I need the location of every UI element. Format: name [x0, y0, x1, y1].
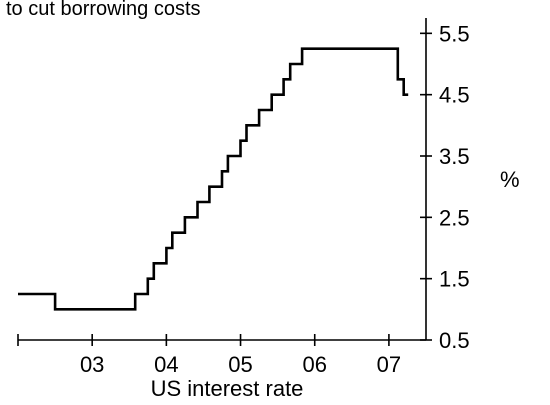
y-tick-label: 2.5: [439, 205, 470, 230]
x-axis-title: US interest rate: [151, 376, 304, 401]
y-tick-label: 3.5: [439, 144, 470, 169]
x-tick-label: 07: [377, 352, 401, 377]
y-tick-label: 4.5: [439, 83, 470, 108]
x-tick-label: 03: [80, 352, 104, 377]
chart-title: to cut borrowing costs: [6, 0, 201, 20]
x-tick-label: 04: [154, 352, 178, 377]
y-tick-label: 0.5: [439, 328, 470, 353]
y-axis-title: %: [500, 167, 520, 192]
y-tick-label: 1.5: [439, 267, 470, 292]
x-tick-label: 05: [228, 352, 252, 377]
series-line-us-interest-rate: [18, 47, 409, 311]
x-tick-label: 06: [302, 352, 326, 377]
y-axis-ticks: 0.5 1.5 2.5 3.5 4.5 5.5: [420, 21, 470, 353]
y-tick-label: 5.5: [439, 21, 470, 46]
x-axis-ticks: 03 04 05 06 07: [17, 334, 401, 377]
